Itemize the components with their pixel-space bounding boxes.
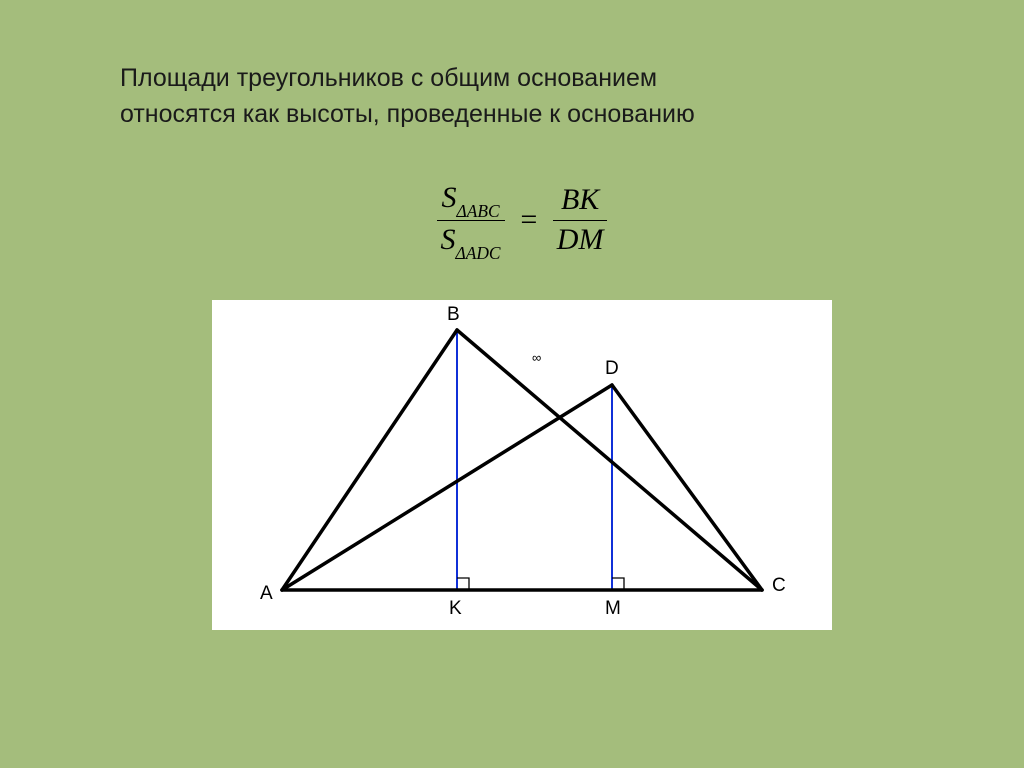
theorem-text: Площади треугольников с общим основанием…: [120, 60, 924, 133]
slide: Площади треугольников с общим основанием…: [0, 0, 1024, 768]
rhs-num: BK: [557, 183, 603, 218]
lhs-num-s: S: [442, 181, 457, 214]
point-label-a: A: [260, 583, 273, 605]
point-label-c: C: [772, 575, 786, 597]
theorem-line1: Площади треугольников с общим основанием: [120, 64, 657, 92]
point-label-k: K: [449, 598, 462, 620]
infinity-mark: ∞: [532, 350, 541, 365]
diagram: A C B D K M ∞: [212, 300, 832, 630]
point-label-b: B: [447, 304, 460, 326]
rhs-den: DM: [553, 223, 608, 258]
lhs-num-sub: ΔABC: [457, 201, 500, 221]
formula: SΔABC SΔADC = BK DM: [120, 181, 924, 261]
lhs-den-s: S: [441, 223, 456, 256]
formula-eq: =: [519, 203, 539, 237]
formula-rhs: BK DM: [553, 183, 608, 258]
theorem-line2: относятся как высоты, проведенные к осно…: [120, 100, 695, 128]
point-label-m: M: [605, 598, 621, 620]
lhs-den-sub: ΔADC: [456, 243, 501, 263]
point-label-d: D: [605, 358, 619, 380]
geometry-svg: [212, 300, 832, 630]
formula-lhs: SΔABC SΔADC: [437, 181, 505, 261]
